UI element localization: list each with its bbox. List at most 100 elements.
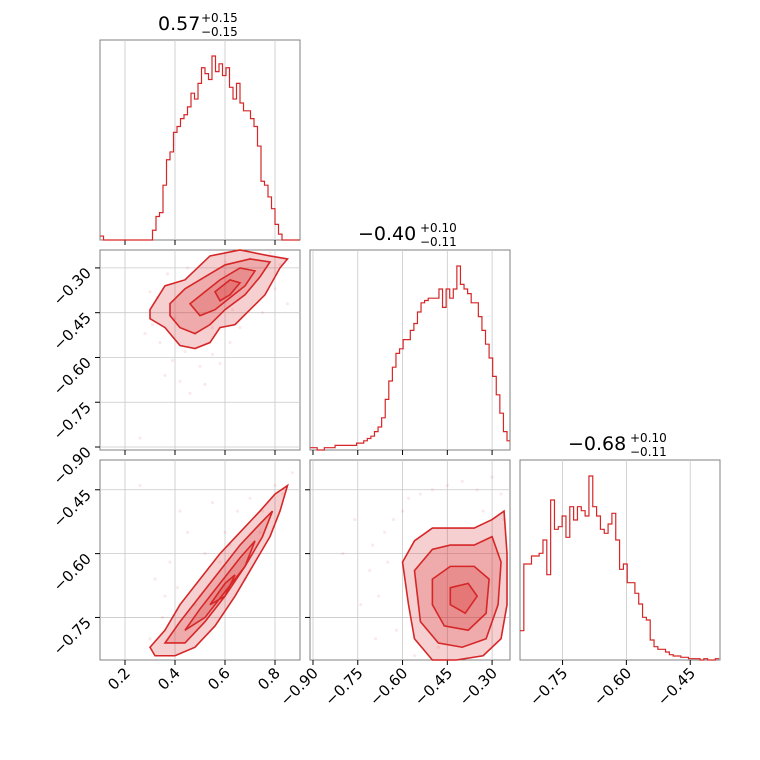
- title-param-0-plus: +0.15: [201, 11, 238, 25]
- contour-1-2-level-3: [449, 582, 479, 615]
- histogram-param-2: [520, 475, 720, 661]
- scatter-point-0-2-15: [290, 471, 295, 475]
- scatter-point-0-1-16: [223, 260, 227, 264]
- histogram-param-1: [310, 265, 510, 451]
- scatter-point-0-1-11: [218, 361, 222, 366]
- tick-label-x-0-2: 0.6: [204, 664, 234, 694]
- scatter-point-0-2-2: [160, 615, 165, 620]
- scatter-point-1-2-4: [400, 509, 405, 513]
- scatter-point-1-2-14: [475, 488, 479, 492]
- scatter-point-0-2-13: [273, 483, 277, 488]
- title-param-2-minus: −0.11: [630, 445, 667, 459]
- tick-label-x-0-0: 0.2: [104, 664, 134, 694]
- contour-0-1-level-1: [169, 258, 272, 335]
- scatter-point-1-2-17: [481, 509, 485, 513]
- tick-label-y-2-1: −0.60: [50, 550, 95, 595]
- scatter-point-1-2-16: [499, 492, 503, 496]
- tick-label-y-1-4: −0.30: [50, 264, 95, 309]
- scatter-point-0-1-7: [188, 391, 192, 395]
- scatter-point-0-1-21: [273, 287, 277, 291]
- title-param-1-plus: +0.10: [420, 221, 457, 235]
- scatter-point-0-1-22: [238, 326, 242, 330]
- scatter-point-1-2-0: [353, 517, 357, 522]
- scatter-point-1-2-24: [341, 552, 345, 556]
- scatter-point-0-1-1: [150, 323, 155, 327]
- contour-1-2-level-2: [431, 565, 490, 632]
- contour-0-2-level-1: [163, 510, 274, 644]
- scatter-point-0-1-13: [148, 290, 152, 294]
- scatter-point-1-2-19: [394, 628, 399, 632]
- contour-0-2-level-2: [184, 540, 256, 631]
- tick-label-x-1-0: −0.90: [277, 664, 322, 709]
- contour-0-1-level-2: [188, 267, 257, 317]
- scatter-point-1-2-12: [445, 483, 449, 488]
- tick-label-y-1-1: −0.75: [50, 398, 95, 443]
- title-param-0: 0.57: [158, 13, 200, 35]
- panel-frame-0-2: [99, 459, 301, 661]
- tick-label-x-1-3: −0.45: [411, 664, 456, 709]
- histogram-param-0: [100, 55, 300, 241]
- scatter-point-1-2-5: [386, 560, 390, 564]
- scatter-point-1-2-21: [436, 645, 440, 649]
- scatter-point-1-2-18: [374, 637, 378, 641]
- scatter-point-1-2-8: [359, 603, 363, 607]
- scatter-point-0-1-14: [165, 272, 170, 276]
- scatter-point-0-2-16: [148, 637, 152, 641]
- scatter-point-1-2-10: [418, 492, 423, 496]
- contour-0-1-level-3: [213, 278, 242, 302]
- tick-label-x-2-2: −0.45: [654, 664, 699, 709]
- scatter-point-0-1-8: [198, 364, 202, 369]
- scatter-point-1-2-15: [490, 475, 494, 479]
- scatter-point-0-2-14: [280, 492, 285, 496]
- scatter-point-0-1-29: [230, 308, 235, 312]
- scatter-point-0-2-10: [235, 509, 240, 513]
- tick-label-y-1-0: −0.90: [50, 443, 95, 488]
- title-param-0-minus: −0.15: [201, 25, 238, 39]
- scatter-point-0-1-5: [178, 379, 182, 383]
- contour-1-2-level-0: [401, 509, 508, 661]
- scatter-point-0-1-9: [203, 382, 207, 386]
- scatter-point-0-2-19: [218, 560, 222, 564]
- tick-label-x-2-1: −0.60: [590, 664, 635, 709]
- panel-frame-1-1: [309, 249, 511, 451]
- panel-frame-1-2: [309, 459, 511, 661]
- tick-label-y-2-2: −0.45: [50, 486, 95, 531]
- scatter-point-0-1-3: [163, 373, 167, 377]
- scatter-point-0-2-3: [168, 560, 172, 564]
- scatter-point-0-1-23: [228, 340, 232, 345]
- scatter-point-0-1-0: [143, 331, 147, 336]
- scatter-point-0-2-0: [138, 483, 142, 488]
- scatter-point-1-2-7: [368, 569, 372, 573]
- scatter-point-0-1-10: [210, 352, 215, 357]
- title-param-1-minus: −0.11: [420, 235, 457, 249]
- scatter-point-0-2-8: [210, 500, 215, 505]
- contour-0-2-level-3: [209, 574, 236, 606]
- scatter-point-0-2-4: [175, 586, 180, 590]
- scatter-point-0-2-24: [178, 509, 182, 513]
- scatter-point-0-2-1: [153, 577, 157, 581]
- scatter-point-0-1-18: [268, 251, 272, 255]
- scatter-point-0-1-6: [183, 349, 187, 354]
- tick-label-x-1-1: −0.75: [321, 664, 366, 709]
- scatter-point-0-1-20: [260, 311, 265, 315]
- scatter-point-0-1-28: [210, 326, 215, 330]
- scatter-point-0-2-7: [203, 552, 207, 556]
- contour-0-2-level-0: [149, 483, 289, 657]
- tick-label-x-1-4: −0.30: [456, 664, 501, 709]
- scatter-point-0-2-5: [185, 530, 190, 534]
- tick-label-x-2-0: −0.75: [526, 664, 571, 709]
- scatter-point-0-1-4: [170, 358, 175, 363]
- tick-label-x-0-1: 0.4: [154, 664, 184, 694]
- scatter-point-1-2-20: [412, 654, 417, 658]
- tick-label-y-2-0: −0.75: [50, 614, 95, 659]
- tick-label-x-0-3: 0.8: [254, 664, 284, 694]
- tick-label-x-1-2: −0.60: [366, 664, 411, 709]
- tick-label-y-1-2: −0.60: [50, 354, 95, 399]
- scatter-point-0-2-11: [248, 496, 252, 500]
- panel-frame-0-0: [99, 39, 301, 241]
- title-param-1: −0.40: [358, 223, 416, 245]
- scatter-point-1-2-9: [406, 496, 411, 500]
- panel-frame-0-1: [99, 249, 301, 451]
- title-param-2: −0.68: [568, 433, 626, 455]
